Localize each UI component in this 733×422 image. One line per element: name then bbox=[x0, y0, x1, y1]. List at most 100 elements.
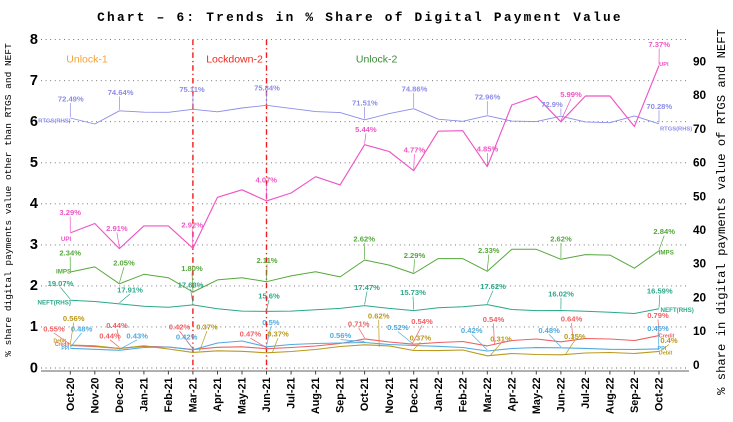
svg-text:0.71%: 0.71% bbox=[348, 320, 370, 329]
svg-text:75.11%: 75.11% bbox=[179, 85, 205, 94]
svg-text:30: 30 bbox=[693, 257, 707, 271]
svg-text:IMPS: IMPS bbox=[56, 268, 71, 275]
svg-text:0.48%: 0.48% bbox=[71, 325, 93, 334]
svg-text:RTGS(RHS): RTGS(RHS) bbox=[38, 118, 70, 124]
svg-text:Feb-21: Feb-21 bbox=[163, 378, 175, 413]
svg-text:% share in digital payments va: % share in digital payments value of RTG… bbox=[715, 29, 729, 395]
svg-text:80: 80 bbox=[693, 88, 707, 102]
svg-text:6: 6 bbox=[30, 114, 38, 130]
svg-text:60: 60 bbox=[693, 156, 707, 170]
svg-text:0.44%: 0.44% bbox=[106, 321, 128, 330]
svg-text:0.62%: 0.62% bbox=[368, 311, 390, 320]
svg-text:0.42%: 0.42% bbox=[461, 326, 483, 335]
svg-text:Dec-21: Dec-21 bbox=[408, 378, 420, 413]
svg-text:Credit: Credit bbox=[659, 333, 675, 339]
svg-text:0.35%: 0.35% bbox=[564, 332, 586, 341]
svg-text:10: 10 bbox=[693, 324, 707, 338]
svg-text:2.92%: 2.92% bbox=[181, 221, 203, 230]
svg-text:Jul-22: Jul-22 bbox=[580, 378, 592, 409]
svg-text:0: 0 bbox=[693, 358, 700, 372]
svg-text:7.37%: 7.37% bbox=[648, 40, 670, 49]
svg-text:IMPS: IMPS bbox=[659, 250, 674, 257]
svg-text:UPI: UPI bbox=[61, 236, 72, 243]
svg-text:0.47%: 0.47% bbox=[240, 330, 262, 339]
svg-text:2.11%: 2.11% bbox=[256, 256, 277, 265]
svg-text:0.37%: 0.37% bbox=[410, 334, 432, 343]
svg-text:40: 40 bbox=[693, 223, 707, 237]
svg-text:4: 4 bbox=[30, 196, 38, 212]
svg-text:1: 1 bbox=[30, 319, 38, 335]
svg-text:72.9%: 72.9% bbox=[541, 100, 563, 109]
svg-text:7: 7 bbox=[30, 73, 38, 89]
svg-text:May-21: May-21 bbox=[237, 378, 249, 415]
svg-text:0.37%: 0.37% bbox=[196, 323, 218, 332]
svg-text:0.56%: 0.56% bbox=[63, 314, 85, 323]
svg-text:RTGS(RHS): RTGS(RHS) bbox=[660, 127, 692, 133]
svg-text:0.45%: 0.45% bbox=[647, 324, 669, 333]
svg-text:Sep-22: Sep-22 bbox=[629, 378, 641, 413]
svg-text:Apr-21: Apr-21 bbox=[212, 378, 224, 412]
svg-text:3: 3 bbox=[30, 237, 38, 253]
svg-text:4.07%: 4.07% bbox=[256, 176, 278, 185]
svg-text:2.84%: 2.84% bbox=[653, 227, 675, 236]
svg-text:2.62%: 2.62% bbox=[353, 235, 375, 244]
svg-text:0.56%: 0.56% bbox=[330, 331, 352, 340]
svg-text:Oct-20: Oct-20 bbox=[65, 378, 77, 412]
svg-text:Jun-22: Jun-22 bbox=[556, 378, 568, 413]
svg-text:17.62%: 17.62% bbox=[480, 282, 506, 291]
svg-text:0.42%: 0.42% bbox=[169, 323, 191, 332]
svg-text:Feb-22: Feb-22 bbox=[457, 378, 469, 413]
svg-text:May-22: May-22 bbox=[531, 378, 543, 415]
svg-text:Oct-22: Oct-22 bbox=[654, 378, 666, 412]
svg-text:Mar-22: Mar-22 bbox=[482, 378, 494, 413]
svg-text:Chart – 6: Trends in % Share o: Chart – 6: Trends in % Share of Digital … bbox=[97, 10, 623, 25]
svg-text:50: 50 bbox=[693, 189, 707, 203]
svg-text:Debit: Debit bbox=[659, 350, 673, 356]
svg-text:72.96%: 72.96% bbox=[475, 93, 501, 102]
svg-text:0.55%: 0.55% bbox=[43, 325, 65, 334]
svg-text:75.84%: 75.84% bbox=[254, 83, 280, 92]
svg-text:0.42%: 0.42% bbox=[176, 332, 198, 341]
svg-text:Jan-22: Jan-22 bbox=[433, 378, 445, 412]
svg-text:1.80%: 1.80% bbox=[181, 264, 203, 273]
svg-text:Apr-22: Apr-22 bbox=[506, 378, 518, 412]
svg-text:0: 0 bbox=[30, 360, 38, 376]
svg-text:Jun-21: Jun-21 bbox=[261, 378, 273, 413]
svg-text:Sep-21: Sep-21 bbox=[335, 378, 347, 413]
svg-text:% share digital payments value: % share digital payments value other tha… bbox=[3, 43, 14, 357]
svg-text:0.48%: 0.48% bbox=[538, 326, 560, 335]
svg-text:Lockdown-2: Lockdown-2 bbox=[206, 54, 263, 66]
svg-text:Aug-22: Aug-22 bbox=[605, 378, 617, 415]
svg-text:19.07%: 19.07% bbox=[48, 279, 74, 288]
svg-text:3.29%: 3.29% bbox=[59, 208, 81, 217]
svg-text:15.73%: 15.73% bbox=[400, 288, 426, 297]
svg-text:16.59%: 16.59% bbox=[647, 286, 673, 295]
svg-text:0.54%: 0.54% bbox=[483, 315, 505, 324]
svg-text:Jan-21: Jan-21 bbox=[139, 378, 151, 412]
svg-text:5: 5 bbox=[30, 155, 38, 171]
svg-text:UPI: UPI bbox=[659, 62, 669, 68]
svg-text:NEFT(RHS): NEFT(RHS) bbox=[38, 300, 71, 307]
svg-text:5.44%: 5.44% bbox=[355, 125, 377, 134]
svg-text:0.37%: 0.37% bbox=[267, 330, 289, 339]
svg-text:Mar-21: Mar-21 bbox=[188, 378, 200, 413]
svg-text:70.28%: 70.28% bbox=[646, 102, 672, 111]
svg-text:90: 90 bbox=[693, 55, 707, 69]
svg-text:0.43%: 0.43% bbox=[126, 331, 148, 340]
svg-text:PPI: PPI bbox=[61, 346, 70, 352]
svg-text:Unlock-2: Unlock-2 bbox=[356, 54, 398, 66]
svg-text:Unlock-1: Unlock-1 bbox=[66, 54, 108, 66]
svg-text:71.51%: 71.51% bbox=[352, 99, 378, 108]
svg-text:74.86%: 74.86% bbox=[402, 85, 428, 94]
svg-text:Nov-20: Nov-20 bbox=[89, 378, 101, 414]
svg-text:2.62%: 2.62% bbox=[550, 235, 572, 244]
svg-text:2.33%: 2.33% bbox=[478, 246, 500, 255]
svg-text:72.49%: 72.49% bbox=[58, 95, 84, 104]
svg-text:Nov-21: Nov-21 bbox=[384, 378, 396, 414]
svg-text:2.05%: 2.05% bbox=[113, 259, 135, 268]
svg-text:4.77%: 4.77% bbox=[404, 146, 426, 155]
svg-text:0.44%: 0.44% bbox=[99, 331, 121, 340]
svg-text:4.85%: 4.85% bbox=[477, 145, 499, 154]
svg-text:20: 20 bbox=[693, 290, 707, 304]
svg-text:2.29%: 2.29% bbox=[404, 251, 426, 260]
